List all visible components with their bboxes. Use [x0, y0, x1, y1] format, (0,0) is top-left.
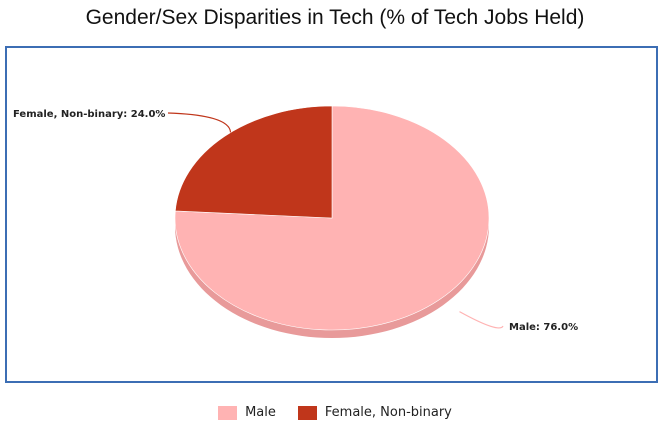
- chart-title: Gender/Sex Disparities in Tech (% of Tec…: [85, 6, 585, 29]
- legend-item-female-non-binary[interactable]: Female, Non-binary: [297, 405, 452, 420]
- legend-swatch-female-non-binary: [297, 405, 317, 420]
- label-male: Male: 76.0%: [509, 322, 578, 333]
- legend: Male Female, Non-binary: [0, 405, 670, 420]
- pie-slices: [174, 105, 490, 338]
- leader-line-female-non-binary: [167, 112, 232, 133]
- slice-labels: Male: 76.0% Female, Non-binary: 24.0%: [13, 109, 578, 333]
- legend-swatch-male: [218, 405, 238, 420]
- legend-label-male: Male: [245, 405, 276, 420]
- leader-line-male: [459, 311, 504, 329]
- legend-label-female-non-binary: Female, Non-binary: [324, 405, 452, 420]
- label-female-non-binary: Female, Non-binary: 24.0%: [13, 109, 165, 120]
- pie-slice-male[interactable]: [174, 105, 490, 331]
- pie-slice-female-non-binary[interactable]: [174, 105, 333, 219]
- legend-item-male[interactable]: Male: [218, 405, 276, 420]
